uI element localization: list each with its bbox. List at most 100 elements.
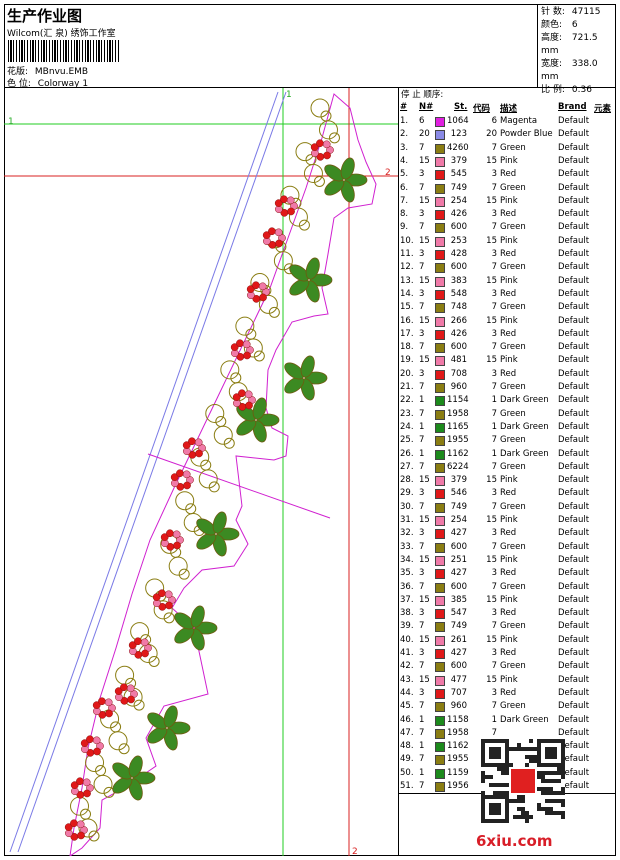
qr-module: [537, 807, 541, 811]
qr-module: [541, 771, 545, 775]
qr-module: [509, 763, 513, 767]
flower: [127, 695, 135, 704]
leaf: [132, 771, 156, 785]
row-brand: Default: [558, 701, 590, 712]
row-brand: Default: [558, 648, 590, 658]
row-code: 3: [491, 249, 497, 259]
sequence-row: 38. 3 547 3 Red Default: [399, 607, 617, 620]
flower: [238, 389, 246, 398]
sequence-row: 23. 7 1958 7 Green Default: [399, 408, 617, 421]
flower: [246, 285, 255, 294]
flower: [93, 747, 101, 756]
flower: [134, 650, 143, 659]
qr-module: [561, 775, 565, 779]
sequence-row: 1. 6 1064 6 Magenta Default: [399, 115, 617, 128]
row-code: 1: [491, 421, 497, 432]
color-swatch: [435, 489, 445, 500]
qr-module: [529, 739, 533, 743]
qr-finder: [545, 747, 557, 759]
sequence-row: 30. 7 749 7 Green Default: [399, 501, 617, 514]
row-index: 44.: [400, 687, 414, 698]
header-stitches: St.: [454, 102, 468, 112]
flower: [70, 781, 79, 790]
row-stitches: 426: [450, 209, 467, 220]
qr-module: [525, 819, 529, 823]
flower: [92, 701, 101, 710]
design-motifs: [64, 98, 368, 842]
row-brand: Default: [558, 382, 590, 392]
row-description: Green: [500, 142, 526, 153]
sequence-row: 49. 7 1955 Default: [399, 753, 617, 766]
flower: [160, 533, 169, 542]
scroll-swirl: [250, 273, 270, 293]
flower: [105, 709, 113, 718]
sequence-row: 46. 1 1158 1 Dark Green Default: [399, 714, 617, 727]
scroll-swirl: [110, 721, 122, 733]
row-index: 25.: [400, 435, 414, 446]
row-needle: 7: [419, 382, 425, 392]
row-brand: Default: [558, 594, 590, 605]
qr-module: [545, 811, 549, 815]
row-code: 3: [491, 648, 497, 658]
row-stitches: 481: [450, 355, 467, 366]
scroll-swirl: [243, 338, 263, 358]
row-stitches: 427: [450, 648, 467, 658]
row-stitches: 1955: [447, 754, 469, 765]
flower: [252, 294, 261, 303]
row-stitches: 708: [450, 368, 467, 379]
color-swatch: [435, 702, 445, 713]
flower: [323, 151, 331, 160]
row-index: 5.: [400, 169, 409, 180]
row-description: Dark Green: [500, 714, 549, 725]
row-description: Dark Green: [500, 395, 549, 406]
qr-module: [481, 779, 485, 783]
row-needle: 7: [419, 661, 425, 672]
row-description: Red: [500, 528, 517, 539]
row-code: 3: [491, 288, 497, 299]
qr-module: [553, 771, 557, 775]
row-needle: 3: [419, 528, 425, 539]
scroll-swirl: [295, 142, 315, 162]
magenta-stop-line: [147, 453, 331, 519]
row-stitches: 254: [450, 515, 467, 525]
sequence-row: 29. 3 546 3 Red Default: [399, 487, 617, 500]
qr-module: [501, 767, 505, 771]
colorway-line: 色 位: Colorway 1: [7, 76, 88, 89]
row-description: Green: [500, 382, 526, 392]
row-stitches: 547: [450, 608, 467, 619]
row-needle: 3: [419, 249, 425, 259]
flower: [280, 195, 288, 204]
row-code: 7: [491, 661, 497, 672]
row-description: Red: [500, 368, 517, 379]
row-index: 22.: [400, 395, 414, 406]
leaf: [163, 705, 178, 728]
row-stitches: 600: [450, 342, 467, 353]
row-description: Red: [500, 209, 517, 220]
qr-module: [533, 759, 537, 763]
sequence-row: 21. 7 960 7 Green Default: [399, 381, 617, 394]
row-stitches: 749: [450, 621, 467, 632]
qr-module: [521, 815, 525, 819]
row-brand: Default: [558, 302, 590, 313]
row-description: Red: [500, 648, 517, 658]
qr-module: [505, 791, 509, 795]
row-brand: Default: [558, 355, 590, 366]
row-needle: 7: [419, 501, 425, 512]
row-brand: Default: [558, 129, 590, 140]
flower: [243, 351, 251, 360]
row-brand: Default: [558, 541, 590, 552]
qr-module: [501, 771, 505, 775]
design-name: MBnvu.EMB: [34, 67, 89, 77]
leaf: [167, 721, 191, 735]
colorway-name: Colorway 1: [37, 79, 89, 89]
row-index: 45.: [400, 701, 414, 712]
flower: [245, 401, 253, 410]
qr-module: [493, 791, 497, 795]
row-code: 3: [491, 209, 497, 220]
row-index: 31.: [400, 515, 414, 525]
row-description: Green: [500, 222, 526, 233]
leaf: [128, 755, 143, 778]
row-needle: 7: [419, 461, 425, 472]
color-swatch: [435, 343, 445, 354]
stat-width: 宽度: 338.0 mm: [541, 59, 598, 82]
